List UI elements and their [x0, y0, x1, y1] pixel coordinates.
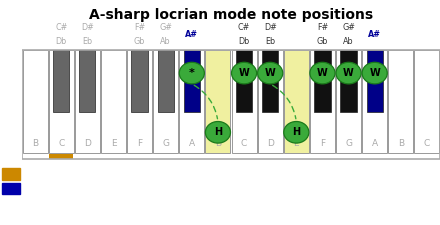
Bar: [158, 50, 174, 112]
Text: W: W: [343, 68, 354, 78]
Bar: [362, 50, 387, 153]
Text: H: H: [214, 127, 222, 137]
Bar: [262, 50, 278, 112]
Bar: [49, 154, 73, 159]
Circle shape: [336, 62, 361, 84]
Text: B: B: [398, 139, 404, 148]
Text: Ab: Ab: [343, 37, 354, 46]
Text: G: G: [345, 139, 352, 148]
Circle shape: [284, 122, 309, 143]
Bar: [341, 50, 357, 112]
Bar: [127, 50, 152, 153]
Text: B: B: [32, 139, 38, 148]
Text: D#: D#: [81, 22, 94, 32]
Bar: [314, 50, 330, 112]
Text: B: B: [215, 139, 221, 148]
Bar: [336, 50, 361, 153]
Bar: [184, 50, 200, 112]
Text: Db: Db: [238, 37, 249, 46]
Circle shape: [179, 62, 204, 84]
Bar: [22, 50, 440, 159]
Text: F: F: [137, 139, 142, 148]
Bar: [310, 50, 335, 153]
Text: basicmusictheory.com: basicmusictheory.com: [8, 66, 13, 141]
Bar: [236, 50, 252, 112]
Text: W: W: [369, 68, 380, 78]
Bar: [22, 50, 48, 153]
Bar: [414, 50, 440, 153]
Text: H: H: [292, 127, 301, 137]
Text: C: C: [424, 139, 430, 148]
Text: Ab: Ab: [160, 37, 171, 46]
Bar: [49, 50, 74, 153]
Text: F#: F#: [317, 22, 328, 32]
Text: F#: F#: [134, 22, 145, 32]
Text: W: W: [265, 68, 275, 78]
Bar: [79, 50, 95, 112]
Text: G#: G#: [159, 22, 172, 32]
Bar: [53, 50, 69, 112]
Text: A: A: [189, 139, 195, 148]
Text: C#: C#: [55, 22, 67, 32]
Text: G: G: [162, 139, 169, 148]
Circle shape: [258, 62, 283, 84]
Text: W: W: [317, 68, 328, 78]
Text: C#: C#: [238, 22, 250, 32]
Bar: [367, 50, 383, 112]
Text: E: E: [293, 139, 299, 148]
Bar: [258, 50, 283, 153]
Circle shape: [310, 62, 335, 84]
Circle shape: [231, 62, 257, 84]
Bar: [75, 50, 100, 153]
Text: Db: Db: [55, 37, 67, 46]
Text: *: *: [189, 68, 195, 78]
Text: D: D: [84, 139, 91, 148]
Text: G#: G#: [342, 22, 355, 32]
Bar: [388, 50, 413, 153]
Text: F: F: [320, 139, 325, 148]
Text: A#: A#: [185, 30, 198, 39]
Bar: [231, 50, 257, 153]
Text: Eb: Eb: [265, 37, 275, 46]
Bar: [284, 50, 309, 153]
Circle shape: [362, 62, 387, 84]
Text: A#: A#: [368, 30, 381, 39]
Bar: [153, 50, 178, 153]
Bar: [132, 50, 148, 112]
Bar: [2, 183, 20, 194]
Text: D#: D#: [264, 22, 277, 32]
Text: Eb: Eb: [82, 37, 92, 46]
Text: Gb: Gb: [317, 37, 328, 46]
Bar: [2, 168, 20, 180]
Text: D: D: [267, 139, 274, 148]
Circle shape: [205, 122, 231, 143]
Text: A-sharp locrian mode note positions: A-sharp locrian mode note positions: [89, 8, 373, 22]
Text: C: C: [241, 139, 247, 148]
Text: A: A: [372, 139, 378, 148]
Text: C: C: [58, 139, 64, 148]
Text: W: W: [238, 68, 249, 78]
Bar: [101, 50, 126, 153]
Bar: [205, 50, 231, 153]
Bar: [179, 50, 204, 153]
Text: E: E: [110, 139, 116, 148]
Text: Gb: Gb: [134, 37, 145, 46]
